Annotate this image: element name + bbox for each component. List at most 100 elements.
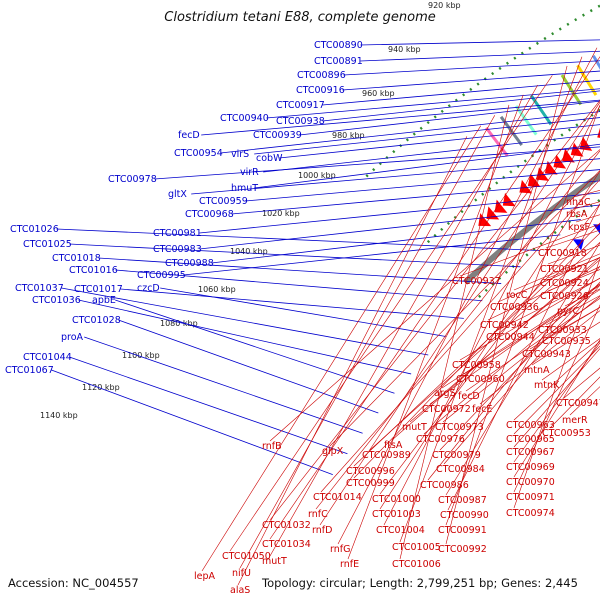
left-leader-line xyxy=(231,180,600,215)
accession-text: Accession: NC_004557 xyxy=(8,576,139,590)
left-gene-label: CTC00940 xyxy=(220,113,269,124)
reverse-gene-arrow xyxy=(553,154,567,169)
kbp-tick-label: 940 kbp xyxy=(388,45,421,54)
right-leader-line xyxy=(513,339,600,478)
right-gene-label: CTC01034 xyxy=(262,539,311,550)
right-gene-label: CTC00967 xyxy=(506,447,555,458)
right-leader-line xyxy=(463,289,600,375)
left-leader-line xyxy=(299,100,600,136)
right-gene-label: CTC00974 xyxy=(506,508,555,519)
kbp-tick-label: 960 kbp xyxy=(362,89,395,98)
left-leader-line xyxy=(191,158,600,195)
left-leader-line xyxy=(160,287,446,337)
right-leader-line xyxy=(459,277,600,361)
left-gene-label: CTC01067 xyxy=(5,365,54,376)
right-gene-label: merR xyxy=(562,415,588,426)
left-leader-line xyxy=(211,219,581,264)
right-gene-label: CTC00991 xyxy=(438,525,487,536)
left-gene-label: CTC00938 xyxy=(276,116,325,127)
left-leader-line xyxy=(115,299,395,394)
left-leader-line xyxy=(343,60,600,76)
kbp-tick-label: 1060 kbp xyxy=(198,285,236,294)
left-gene-label: CTC00954 xyxy=(174,148,223,159)
left-gene-label: cobW xyxy=(256,153,283,164)
left-gene-label: fecD xyxy=(178,130,200,141)
right-leader-line xyxy=(447,203,600,511)
right-gene-label: nhaC xyxy=(566,197,591,208)
right-gene-label: CTC00935 xyxy=(542,336,591,347)
right-leader-line xyxy=(319,101,600,526)
left-gene-label: CTC01016 xyxy=(69,265,118,276)
right-leader-line xyxy=(399,104,510,560)
right-gene-label: CTC00976 xyxy=(416,434,465,445)
right-gene-label: CTC00979 xyxy=(432,450,481,461)
right-leader-line xyxy=(513,348,600,448)
right-gene-label: glpX xyxy=(322,446,344,457)
right-leader-line xyxy=(513,304,600,493)
left-gene-label: CTC00981 xyxy=(153,228,202,239)
left-leader-line xyxy=(51,369,333,475)
left-gene-label: CTC00917 xyxy=(276,100,325,111)
right-leader-line xyxy=(369,241,600,451)
left-gene-label: apbE xyxy=(92,295,116,306)
left-leader-line xyxy=(78,299,412,375)
left-gene-label: CTC00978 xyxy=(108,174,157,185)
cog-block xyxy=(576,64,598,96)
left-leader-line xyxy=(154,146,600,180)
right-gene-label: CTC00970 xyxy=(506,477,555,488)
left-leader-line xyxy=(69,356,348,455)
right-gene-label: CTC00943 xyxy=(522,349,571,360)
left-leader-line xyxy=(360,39,600,46)
right-gene-label: CTC01003 xyxy=(372,509,421,520)
right-gene-label: CTC01014 xyxy=(313,492,362,503)
right-gene-label: CTC01000 xyxy=(372,494,421,505)
left-gene-label: CTC01028 xyxy=(72,315,121,326)
kbp-tick-label: 920 kbp xyxy=(428,1,461,10)
left-gene-label: CTC00896 xyxy=(297,70,346,81)
kbp-tick-label: 1120 kbp xyxy=(82,383,120,392)
map-title: Clostridium tetani E88, complete genome xyxy=(164,10,436,25)
right-gene-label: CTC00996 xyxy=(346,466,395,477)
right-gene-label: CTC00969 xyxy=(506,462,555,473)
left-leader-line xyxy=(342,70,600,91)
right-leader-line xyxy=(315,150,600,510)
right-leader-line xyxy=(391,256,600,441)
right-gene-label: CTC00963 xyxy=(506,420,555,431)
right-gene-label: rbsA xyxy=(566,209,588,220)
right-gene-label: rnfE xyxy=(340,559,359,570)
left-gene-label: CTC01026 xyxy=(10,224,59,235)
left-leader-line xyxy=(183,234,561,276)
right-gene-label: pyrC xyxy=(557,306,580,317)
left-gene-label: CTC00968 xyxy=(185,209,234,220)
left-leader-line xyxy=(120,288,464,319)
right-leader-line xyxy=(353,232,600,467)
left-gene-label: CTC01037 xyxy=(15,283,64,294)
right-leader-line xyxy=(347,94,524,560)
right-gene-label: rnfB xyxy=(262,441,282,452)
right-gene-label: CTC01006 xyxy=(392,559,441,570)
left-leader-line xyxy=(254,117,600,155)
right-leader-line xyxy=(329,170,600,447)
right-leader-line xyxy=(269,84,538,557)
left-leader-line xyxy=(266,88,600,119)
right-leader-line xyxy=(269,149,600,442)
right-gene-label: fecD xyxy=(458,391,480,402)
cog-block xyxy=(485,126,509,157)
left-gene-label: hmuT xyxy=(231,183,258,194)
right-gene-label: alaS xyxy=(230,585,250,596)
right-gene-label: lepA xyxy=(194,571,216,582)
kbp-tick-label: 1080 kbp xyxy=(160,319,198,328)
right-gene-label: CTC00942 xyxy=(480,320,529,331)
right-leader-line xyxy=(269,99,600,521)
left-gene-label: CTC01025 xyxy=(23,239,72,250)
right-leader-line xyxy=(479,310,600,405)
left-leader-line xyxy=(263,133,600,173)
right-gene-label: CTC00992 xyxy=(438,544,487,555)
left-leader-line xyxy=(279,124,600,159)
right-gene-label: CTC00937 xyxy=(452,276,501,287)
left-leader-line xyxy=(322,90,600,122)
guide-ring-3 xyxy=(365,4,600,178)
cog-block xyxy=(560,74,583,106)
left-leader-line xyxy=(201,99,600,136)
